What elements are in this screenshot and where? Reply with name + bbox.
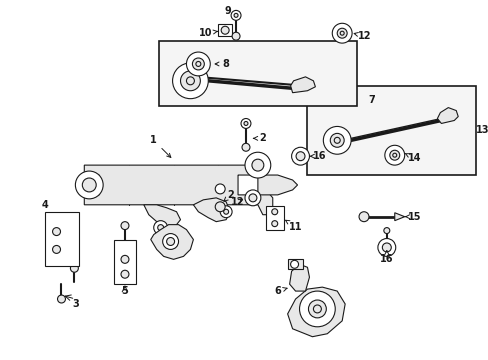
Circle shape [308, 300, 325, 318]
Circle shape [382, 243, 390, 252]
Polygon shape [257, 175, 297, 195]
Circle shape [377, 239, 395, 256]
Polygon shape [436, 108, 457, 123]
Circle shape [329, 134, 344, 147]
Circle shape [331, 23, 351, 43]
Circle shape [172, 63, 208, 99]
Text: 15: 15 [404, 212, 421, 222]
Circle shape [58, 295, 65, 303]
Text: 5: 5 [122, 286, 128, 296]
Circle shape [244, 152, 270, 178]
Polygon shape [287, 287, 345, 337]
Circle shape [186, 77, 194, 85]
Circle shape [248, 194, 256, 202]
Bar [159, 41, 356, 105]
Bar [114, 239, 136, 284]
Circle shape [337, 28, 346, 38]
Text: 7: 7 [368, 95, 375, 105]
Polygon shape [84, 165, 272, 215]
Circle shape [53, 246, 61, 253]
Circle shape [82, 178, 96, 192]
Circle shape [53, 228, 61, 235]
Text: 16: 16 [309, 151, 325, 161]
Text: 1: 1 [150, 135, 170, 157]
Circle shape [215, 202, 224, 212]
Polygon shape [394, 213, 404, 221]
Polygon shape [193, 198, 230, 222]
Circle shape [158, 225, 163, 231]
Circle shape [75, 171, 103, 199]
Circle shape [334, 138, 340, 143]
Circle shape [271, 209, 277, 215]
Circle shape [192, 58, 204, 70]
Circle shape [389, 150, 399, 160]
Polygon shape [150, 225, 193, 259]
Circle shape [163, 234, 178, 249]
Text: 11: 11 [285, 220, 302, 231]
Text: 6: 6 [274, 286, 286, 296]
Circle shape [358, 212, 368, 222]
Circle shape [215, 184, 224, 194]
Text: 4: 4 [41, 200, 48, 210]
Text: 12: 12 [231, 197, 244, 207]
Circle shape [290, 260, 298, 268]
Circle shape [242, 143, 249, 151]
Circle shape [221, 26, 229, 34]
Circle shape [392, 153, 396, 157]
Circle shape [241, 118, 250, 129]
Circle shape [251, 159, 264, 171]
Circle shape [313, 305, 321, 313]
Circle shape [121, 255, 129, 263]
Polygon shape [289, 264, 309, 291]
Circle shape [295, 152, 305, 161]
Circle shape [383, 228, 389, 234]
Circle shape [153, 221, 167, 235]
Circle shape [70, 264, 78, 272]
Circle shape [271, 221, 277, 226]
Circle shape [323, 126, 350, 154]
Bar [287, 259, 302, 269]
Text: 14: 14 [404, 153, 421, 163]
Circle shape [299, 291, 335, 327]
Text: 2: 2 [253, 133, 265, 143]
Text: 16: 16 [379, 255, 393, 264]
Text: 3: 3 [72, 299, 79, 309]
Circle shape [234, 13, 238, 17]
Circle shape [244, 190, 260, 206]
Text: 10: 10 [198, 28, 217, 38]
Circle shape [186, 52, 210, 76]
Circle shape [340, 31, 344, 35]
Circle shape [244, 121, 247, 125]
Circle shape [231, 10, 241, 20]
Circle shape [121, 270, 129, 278]
Circle shape [223, 209, 228, 214]
Circle shape [384, 145, 404, 165]
Polygon shape [143, 205, 180, 230]
Text: 9: 9 [224, 6, 231, 17]
Text: 8: 8 [215, 59, 229, 69]
Circle shape [166, 238, 174, 246]
Circle shape [220, 206, 232, 218]
Bar [44, 212, 79, 266]
Text: 13: 13 [475, 125, 488, 135]
Circle shape [121, 222, 129, 230]
Text: 2: 2 [224, 190, 234, 201]
Bar [218, 24, 232, 36]
Bar [265, 206, 283, 230]
Circle shape [291, 147, 309, 165]
Circle shape [196, 62, 201, 67]
Circle shape [180, 71, 200, 91]
Text: 12: 12 [353, 31, 371, 41]
Bar [307, 86, 475, 175]
Polygon shape [290, 77, 315, 93]
Circle shape [232, 32, 240, 40]
